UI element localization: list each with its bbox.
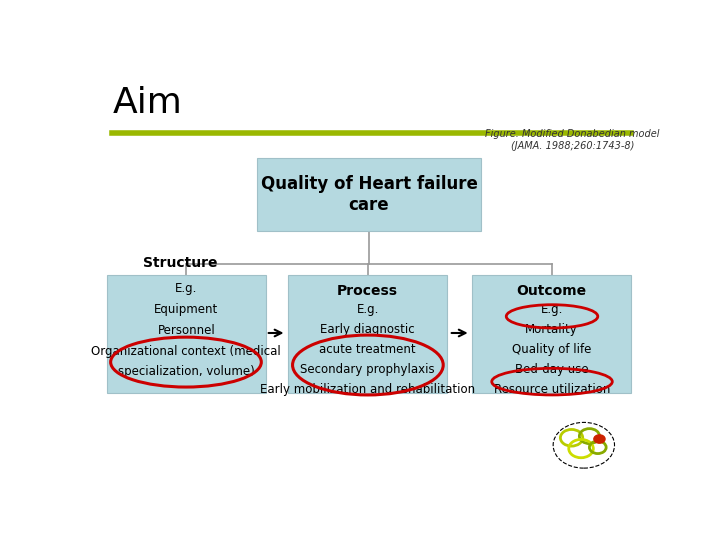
Text: Equipment: Equipment xyxy=(154,303,218,316)
Circle shape xyxy=(594,435,605,443)
Bar xyxy=(288,275,447,393)
Text: Bed-day use: Bed-day use xyxy=(515,363,588,376)
Text: specialization, volume): specialization, volume) xyxy=(118,366,255,379)
Text: Early mobilization and rehabilitation: Early mobilization and rehabilitation xyxy=(260,383,475,396)
Text: E.g.: E.g. xyxy=(356,303,379,316)
Text: Process: Process xyxy=(337,284,398,298)
Text: Quality of Heart failure
care: Quality of Heart failure care xyxy=(261,176,477,214)
Text: Quality of life: Quality of life xyxy=(512,343,591,356)
Text: Resource utilization: Resource utilization xyxy=(493,383,610,396)
Text: Personnel: Personnel xyxy=(158,324,215,337)
Text: Organizational context (medical: Organizational context (medical xyxy=(91,345,281,357)
Text: Mortality: Mortality xyxy=(526,323,578,336)
Text: Structure: Structure xyxy=(143,256,218,270)
Text: acute treatment: acute treatment xyxy=(319,343,416,356)
Bar xyxy=(258,158,481,231)
Text: E.g.: E.g. xyxy=(175,282,197,295)
Text: Outcome: Outcome xyxy=(517,284,587,298)
Bar xyxy=(472,275,631,393)
Text: Early diagnostic: Early diagnostic xyxy=(320,323,415,336)
Text: Secondary prophylaxis: Secondary prophylaxis xyxy=(300,363,435,376)
Text: E.g.: E.g. xyxy=(541,303,563,316)
Bar xyxy=(107,275,266,393)
Text: Aim: Aim xyxy=(112,85,182,119)
Text: Figure. Modified Donabedian model
(JAMA. 1988;260:1743-8): Figure. Modified Donabedian model (JAMA.… xyxy=(485,129,660,151)
